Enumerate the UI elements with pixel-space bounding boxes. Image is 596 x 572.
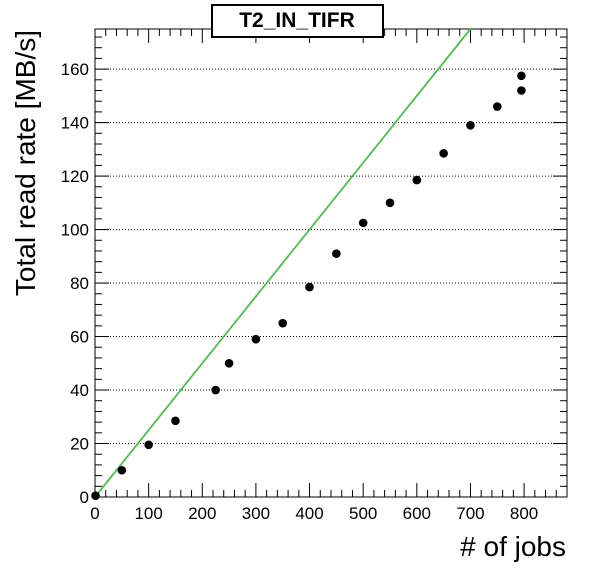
data-point [492, 102, 502, 111]
data-point [517, 71, 526, 81]
data-point [358, 218, 368, 228]
y-tick-labels: 0 20 40 60 80 100 120 140 160 [61, 60, 89, 507]
data-point [91, 491, 100, 500]
chart-title: T2_IN_TIFR [239, 9, 355, 32]
y-tick-label: 140 [61, 114, 89, 133]
fit-line [94, 28, 472, 498]
plot-frame [94, 28, 568, 498]
x-tick-label: 0 [90, 504, 99, 523]
x-tick-label: 500 [349, 504, 377, 523]
data-point [278, 318, 288, 328]
x-tick-label: 400 [295, 504, 323, 523]
data-point [211, 385, 220, 395]
data-point [171, 416, 180, 426]
x-tick-label: 700 [456, 504, 484, 523]
y-tick-label: 160 [61, 60, 89, 79]
chart-title-box: T2_IN_TIFR [211, 4, 384, 38]
data-point [439, 149, 448, 158]
x-axis-label: # of jobs [460, 531, 566, 562]
x-tick-labels: 0 100 200 300 400 500 600 700 800 [90, 504, 538, 523]
y-tick-label: 20 [70, 435, 89, 454]
axis-ticks [94, 29, 568, 498]
data-point [144, 440, 153, 450]
data-point [517, 86, 526, 95]
data-point [466, 120, 475, 130]
y-tick-label: 100 [61, 221, 89, 240]
data-point [305, 282, 314, 292]
y-tick-label: 120 [61, 167, 89, 186]
data-point [385, 198, 395, 208]
y-tick-label: 80 [70, 274, 89, 293]
fit-lines [94, 28, 472, 498]
y-axis-label: Total read rate [MB/s] [10, 30, 41, 296]
data-point [412, 175, 422, 185]
y-tick-label: 60 [70, 328, 89, 347]
data-point [251, 334, 261, 344]
x-tick-label: 300 [242, 504, 270, 523]
data-points [91, 71, 526, 500]
data-point [224, 358, 234, 368]
data-point [117, 465, 127, 475]
x-tick-label: 800 [510, 504, 538, 523]
x-tick-label: 200 [188, 504, 216, 523]
y-tick-label: 40 [70, 381, 89, 400]
y-tick-label: 0 [80, 488, 89, 507]
x-tick-label: 100 [134, 504, 162, 523]
data-point [332, 249, 341, 258]
x-tick-label: 600 [403, 504, 431, 523]
grid-lines [95, 68, 567, 445]
